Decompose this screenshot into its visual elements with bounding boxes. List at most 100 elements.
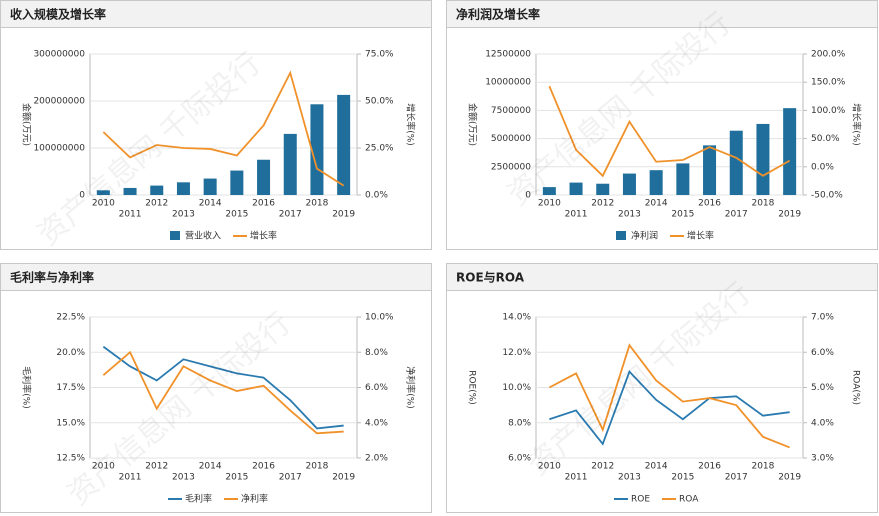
chart-title: 净利润及增长率 (456, 7, 540, 22)
y2-tick-label: 50.0% (365, 97, 394, 107)
y-axis-title: 毛利率(%) (21, 366, 33, 409)
y2-axis-title: ROA(%) (851, 370, 861, 405)
panel-border (0, 0, 432, 250)
x-tick-label: 2012 (145, 199, 168, 209)
y2-tick-label: 10.0% (365, 313, 394, 323)
bar (337, 94, 351, 195)
y2-tick-label: 0.0% (811, 162, 834, 172)
y2-tick-label: 2.0% (365, 454, 388, 464)
y-tick-label: 12.5% (56, 454, 85, 464)
y-tick-label: 22.5% (56, 313, 85, 323)
line-series (548, 85, 791, 178)
y2-tick-label: 3.0% (811, 454, 834, 464)
x-tick-label: 2015 (225, 210, 248, 220)
y2-tick-label: 100.0% (811, 106, 846, 116)
y-tick-label: 0 (525, 191, 531, 201)
bar (176, 182, 190, 195)
bar (230, 170, 244, 195)
bar (257, 159, 271, 195)
y2-tick-label: 7.0% (811, 313, 834, 323)
legend-label: 营业收入 (185, 230, 221, 242)
bar (123, 187, 137, 195)
y2-tick-label: 0.0% (365, 191, 388, 201)
x-tick-label: 2019 (778, 473, 801, 483)
x-tick-label: 2016 (698, 199, 721, 209)
legend-label: 增长率 (687, 230, 714, 242)
y2-tick-label: 4.0% (365, 418, 388, 428)
y-tick-label: 12.0% (502, 348, 531, 358)
x-tick-label: 2013 (172, 210, 195, 220)
bar (150, 185, 164, 195)
x-tick-label: 2019 (332, 473, 355, 483)
y-tick-label: 2500000 (491, 162, 531, 172)
x-tick-label: 2017 (279, 473, 302, 483)
y2-tick-label: 150.0% (811, 78, 846, 88)
bar (283, 133, 297, 195)
x-tick-label: 2019 (778, 210, 801, 220)
y2-tick-label: 50.0% (811, 134, 840, 144)
x-tick-label: 2010 (92, 199, 115, 209)
x-tick-label: 2011 (565, 473, 588, 483)
x-tick-label: 2018 (305, 199, 328, 209)
y2-axis-title: 净利率(%) (405, 366, 417, 409)
bar (569, 182, 583, 195)
x-tick-label: 2017 (725, 473, 748, 483)
x-tick-label: 2011 (119, 473, 142, 483)
y-axis-title: ROE(%) (467, 370, 477, 405)
y-tick-label: 15.0% (56, 418, 85, 428)
chart-panel: 毛利率与净利率 12.5% 15.0% 17.5% 20.0% 22.5% 2.0% 4.0%… (0, 263, 432, 513)
bar (96, 190, 110, 195)
chart-title: 毛利率与净利率 (10, 270, 94, 285)
y-tick-label: 100000000 (33, 144, 85, 154)
chart-title: ROE与ROA (456, 271, 525, 285)
line-series (102, 70, 345, 187)
panel-border (446, 0, 878, 250)
y2-tick-label: 6.0% (365, 383, 388, 393)
panel-header (446, 0, 878, 28)
x-tick-label: 2014 (199, 199, 222, 209)
panel-header (0, 0, 432, 28)
line-series (102, 345, 344, 430)
bar (676, 163, 690, 195)
y-tick-label: 300000000 (33, 50, 85, 60)
y2-tick-label: 5.0% (811, 383, 834, 393)
bar (783, 108, 797, 195)
panel-header (446, 263, 878, 291)
x-tick-label: 2015 (671, 210, 694, 220)
y-axis-title: 金额(万元) (467, 103, 479, 146)
legend-label: 净利率 (241, 493, 268, 505)
y-tick-label: 0 (79, 191, 85, 201)
x-tick-label: 2013 (618, 473, 641, 483)
x-tick-label: 2019 (332, 210, 355, 220)
y-tick-label: 10.0% (502, 383, 531, 393)
y-tick-label: 5000000 (491, 134, 531, 144)
y2-tick-label: 200.0% (811, 50, 846, 60)
x-tick-label: 2014 (199, 462, 222, 472)
bar (542, 187, 556, 195)
chart-panel: 净利润及增长率 0 2500000 5000000 7500000 10000000 125… (446, 0, 878, 250)
x-tick-label: 2018 (751, 462, 774, 472)
x-tick-label: 2015 (225, 473, 248, 483)
chart-title: 收入规模及增长率 (10, 7, 106, 22)
x-tick-label: 2017 (725, 210, 748, 220)
chart-panel: ROE与ROA 6.0% 8.0% 10.0% 12.0% 14.0% 3.0% 4.0% 5.… (446, 263, 878, 513)
legend-label: ROA (679, 495, 699, 505)
y2-tick-label: -50.0% (811, 191, 843, 201)
legend-label: 净利润 (631, 230, 658, 242)
x-tick-label: 2014 (645, 199, 668, 209)
x-tick-label: 2014 (645, 462, 668, 472)
y-tick-label: 200000000 (33, 97, 85, 107)
bar (756, 123, 770, 195)
x-tick-label: 2016 (698, 462, 721, 472)
panel-header (0, 263, 432, 291)
x-tick-label: 2012 (591, 462, 614, 472)
legend-label: ROE (631, 495, 650, 505)
y2-tick-label: 75.0% (365, 50, 394, 60)
line-series (102, 350, 344, 435)
y-tick-label: 10000000 (485, 78, 531, 88)
x-tick-label: 2018 (751, 199, 774, 209)
line-series (548, 343, 790, 449)
legend-swatch (616, 231, 626, 240)
legend-swatch (170, 231, 180, 240)
